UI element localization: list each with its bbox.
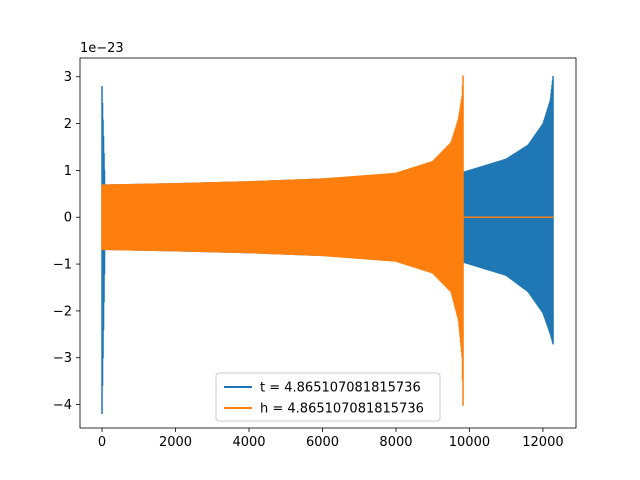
series-2-oscillation bbox=[101, 75, 464, 406]
y-tick-label: 0 bbox=[64, 211, 72, 226]
legend-box bbox=[215, 372, 441, 422]
y-tick-label: 2 bbox=[64, 117, 72, 132]
legend: t = 4.865107081815736 h = 4.8651070818157… bbox=[215, 372, 441, 422]
y-tick-label: 1 bbox=[64, 164, 72, 179]
x-tick-label: 10000 bbox=[449, 435, 490, 450]
legend-label: t = 4.865107081815736 bbox=[260, 381, 421, 396]
y-offset-label: 1e−23 bbox=[80, 41, 124, 56]
x-tick-label: 12000 bbox=[522, 435, 563, 450]
y-tick-label: −2 bbox=[53, 304, 72, 319]
x-axis: 0 2000 4000 6000 8000 10000 12000 bbox=[98, 428, 564, 450]
x-tick-label: 0 bbox=[98, 435, 106, 450]
y-tick-label: −4 bbox=[53, 398, 72, 413]
y-tick-label: −3 bbox=[53, 351, 72, 366]
y-tick-label: 3 bbox=[64, 70, 72, 85]
x-tick-label: 8000 bbox=[379, 435, 412, 450]
x-tick-label: 6000 bbox=[306, 435, 339, 450]
y-tick-label: −1 bbox=[53, 258, 72, 273]
x-tick-label: 4000 bbox=[232, 435, 265, 450]
legend-label: h = 4.865107081815736 bbox=[260, 402, 424, 417]
plot-frame bbox=[79, 57, 577, 429]
series-layer bbox=[101, 75, 554, 414]
x-tick-label: 2000 bbox=[159, 435, 192, 450]
y-axis: −4 −3 −2 −1 0 1 2 3 bbox=[53, 70, 80, 413]
